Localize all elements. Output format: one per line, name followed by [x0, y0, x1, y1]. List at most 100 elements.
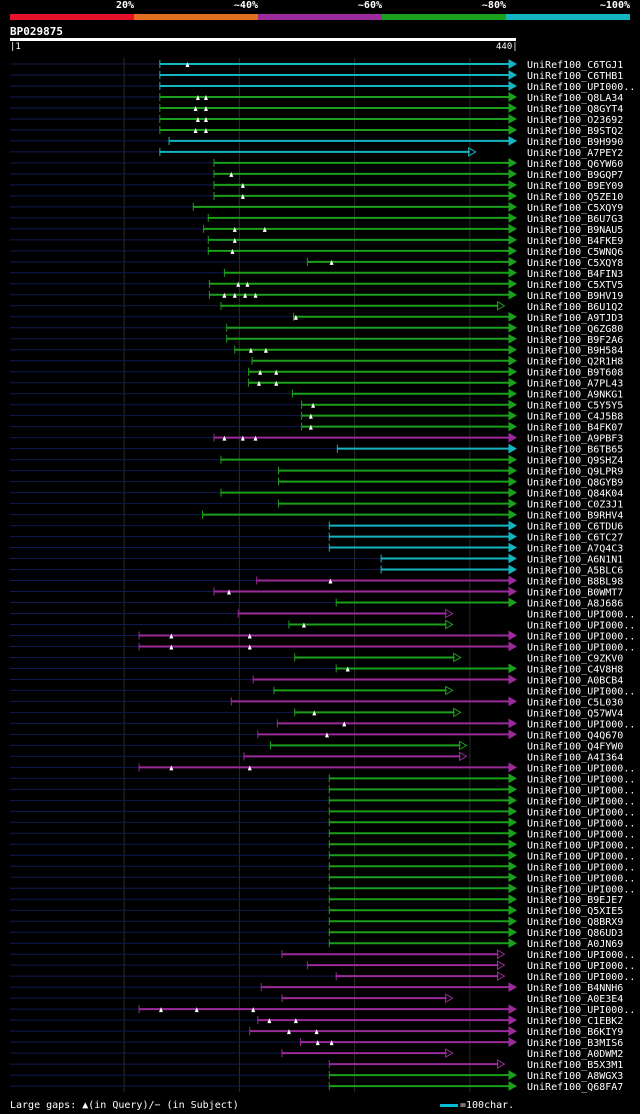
hit-name: UniRef100_C0Z3J1: [527, 500, 623, 511]
hit-name: UniRef100_A7PL43: [527, 379, 623, 390]
hit-end-arrow: [508, 630, 518, 641]
query-gap-marker: [232, 292, 237, 298]
hit-row: UniRef100_UPI000..: [10, 1004, 635, 1016]
hit-end-arrow: [508, 982, 518, 993]
hit-name: UniRef100_C5L030: [527, 697, 623, 708]
hit-row: UniRef100_A5BLC6: [10, 564, 623, 577]
query-gap-marker: [256, 380, 261, 386]
query-gap-marker: [245, 281, 250, 287]
hit-row: UniRef100_B9GQP7: [10, 169, 623, 181]
hit-row: UniRef100_C6TDU6: [10, 520, 623, 533]
hit-end-arrow: [508, 81, 518, 91]
query-gap-marker: [240, 193, 245, 199]
query-gap-marker: [248, 347, 253, 353]
hit-name: UniRef100_UPI000..: [527, 642, 635, 653]
hit-row: UniRef100_C5WNQ6: [10, 245, 623, 258]
hit-name: UniRef100_Q57WV4: [527, 708, 623, 719]
axis-start-value: 1: [15, 42, 21, 52]
hit-row: UniRef100_UPI000..: [10, 806, 635, 818]
hit-row: UniRef100_A6N1N1: [10, 553, 623, 566]
hit-end-arrow: [496, 1059, 506, 1069]
query-gap-marker: [193, 105, 198, 111]
hit-end-arrow: [458, 740, 468, 751]
axis-end-label: 440|: [496, 42, 518, 52]
hit-end-arrow: [508, 575, 518, 586]
hit-name: UniRef100_A9TJD3: [527, 313, 623, 324]
hit-row: UniRef100_B3MIS6: [10, 1037, 623, 1049]
legend-label-1: 20%: [115, 0, 134, 11]
hit-name: UniRef100_A7Q4C3: [527, 544, 623, 555]
hit-end-arrow: [508, 828, 518, 839]
hit-name: UniRef100_UPI000..: [527, 82, 635, 93]
hit-row: UniRef100_B9HV19: [10, 289, 623, 302]
hit-row: UniRef100_UPI000..: [10, 828, 635, 840]
hit-name: UniRef100_UPI000..: [527, 884, 635, 895]
hit-end-arrow: [508, 103, 518, 113]
hit-end-arrow: [508, 1037, 518, 1047]
hit-row: UniRef100_C5XQY8: [10, 256, 623, 269]
query-gap-marker: [226, 589, 231, 595]
query-gap-marker: [345, 666, 350, 672]
scale-swatch: [440, 1103, 458, 1107]
hit-end-arrow: [508, 1081, 518, 1091]
hit-row: UniRef100_Q6YW60: [10, 158, 623, 170]
hit-row: UniRef100_C5L030: [10, 696, 623, 708]
hit-name: UniRef100_Q86UD3: [527, 928, 623, 939]
query-gap-marker: [222, 435, 227, 441]
query-gap-marker: [342, 721, 347, 727]
hit-name: UniRef100_UPI000..: [527, 961, 635, 972]
hit-row: UniRef100_UPI000..: [10, 619, 635, 631]
hit-name: UniRef100_UPI000..: [527, 851, 635, 862]
query-gap-marker: [193, 127, 198, 133]
hit-end-arrow: [508, 191, 518, 201]
hit-row: UniRef100_UPI000..: [10, 861, 635, 873]
hit-end-arrow: [508, 92, 518, 102]
legend-label-5: ~100%: [599, 0, 630, 11]
hit-end-arrow: [445, 608, 454, 619]
hit-row: UniRef100_C9ZKV0: [10, 652, 623, 664]
hit-name: UniRef100_UPI000..: [527, 950, 635, 961]
hit-row: UniRef100_B5X3M1: [10, 1059, 623, 1071]
query-gap-marker: [253, 292, 258, 298]
hit-row: UniRef100_C0Z3J1: [10, 498, 623, 511]
hit-name: UniRef100_C5Y5Y5: [527, 401, 623, 412]
hit-row: UniRef100_A7PL43: [10, 377, 623, 390]
hit-row: UniRef100_UPI000..: [10, 872, 635, 884]
hit-row: UniRef100_A7Q4C3: [10, 542, 623, 555]
hit-name: UniRef100_C6TC27: [527, 533, 623, 544]
hit-end-arrow: [496, 960, 506, 971]
hit-name: UniRef100_B9H584: [527, 346, 623, 357]
hit-end-arrow: [468, 147, 477, 157]
hit-name: UniRef100_B9EY09: [527, 181, 623, 192]
hit-name: UniRef100_B4FK07: [527, 423, 623, 434]
hit-row: UniRef100_B9H584: [10, 344, 623, 357]
hit-end-arrow: [508, 553, 518, 564]
hit-end-arrow: [508, 905, 518, 916]
hit-name: UniRef100_UPI000..: [527, 610, 635, 621]
hit-row: UniRef100_Q9LPR9: [10, 465, 623, 478]
axis-start-label: |1: [10, 42, 21, 52]
hit-row: UniRef100_B4NNH6: [10, 982, 623, 994]
hit-row: UniRef100_B4FKE9: [10, 234, 623, 247]
hit-name: UniRef100_B6TB65: [527, 445, 623, 456]
hit-end-arrow: [508, 158, 518, 168]
query-gap-marker: [301, 622, 306, 628]
hit-row: UniRef100_B6U1Q2: [10, 300, 623, 313]
hit-row: UniRef100_B8BL98: [10, 575, 623, 588]
hit-name: UniRef100_UPI000..: [527, 840, 635, 851]
hit-name: UniRef100_B4FIN3: [527, 269, 623, 280]
hit-row: UniRef100_C6TGJ1: [10, 59, 623, 71]
hit-end-arrow: [508, 443, 518, 454]
legend-swatch-2: [134, 14, 258, 20]
hit-row: UniRef100_A8WGX3: [10, 1070, 623, 1082]
hit-row: UniRef100_A4I364: [10, 751, 623, 763]
hit-name: UniRef100_UPI000..: [527, 829, 635, 840]
hit-end-arrow: [508, 388, 518, 399]
query-gap-marker: [308, 424, 313, 430]
hit-end-arrow: [508, 333, 518, 344]
query-gap-marker: [169, 633, 174, 639]
hit-name: UniRef100_C5XTV5: [527, 280, 623, 291]
hit-name: UniRef100_B9T608: [527, 368, 623, 379]
hit-name: UniRef100_UPI000..: [527, 785, 635, 796]
